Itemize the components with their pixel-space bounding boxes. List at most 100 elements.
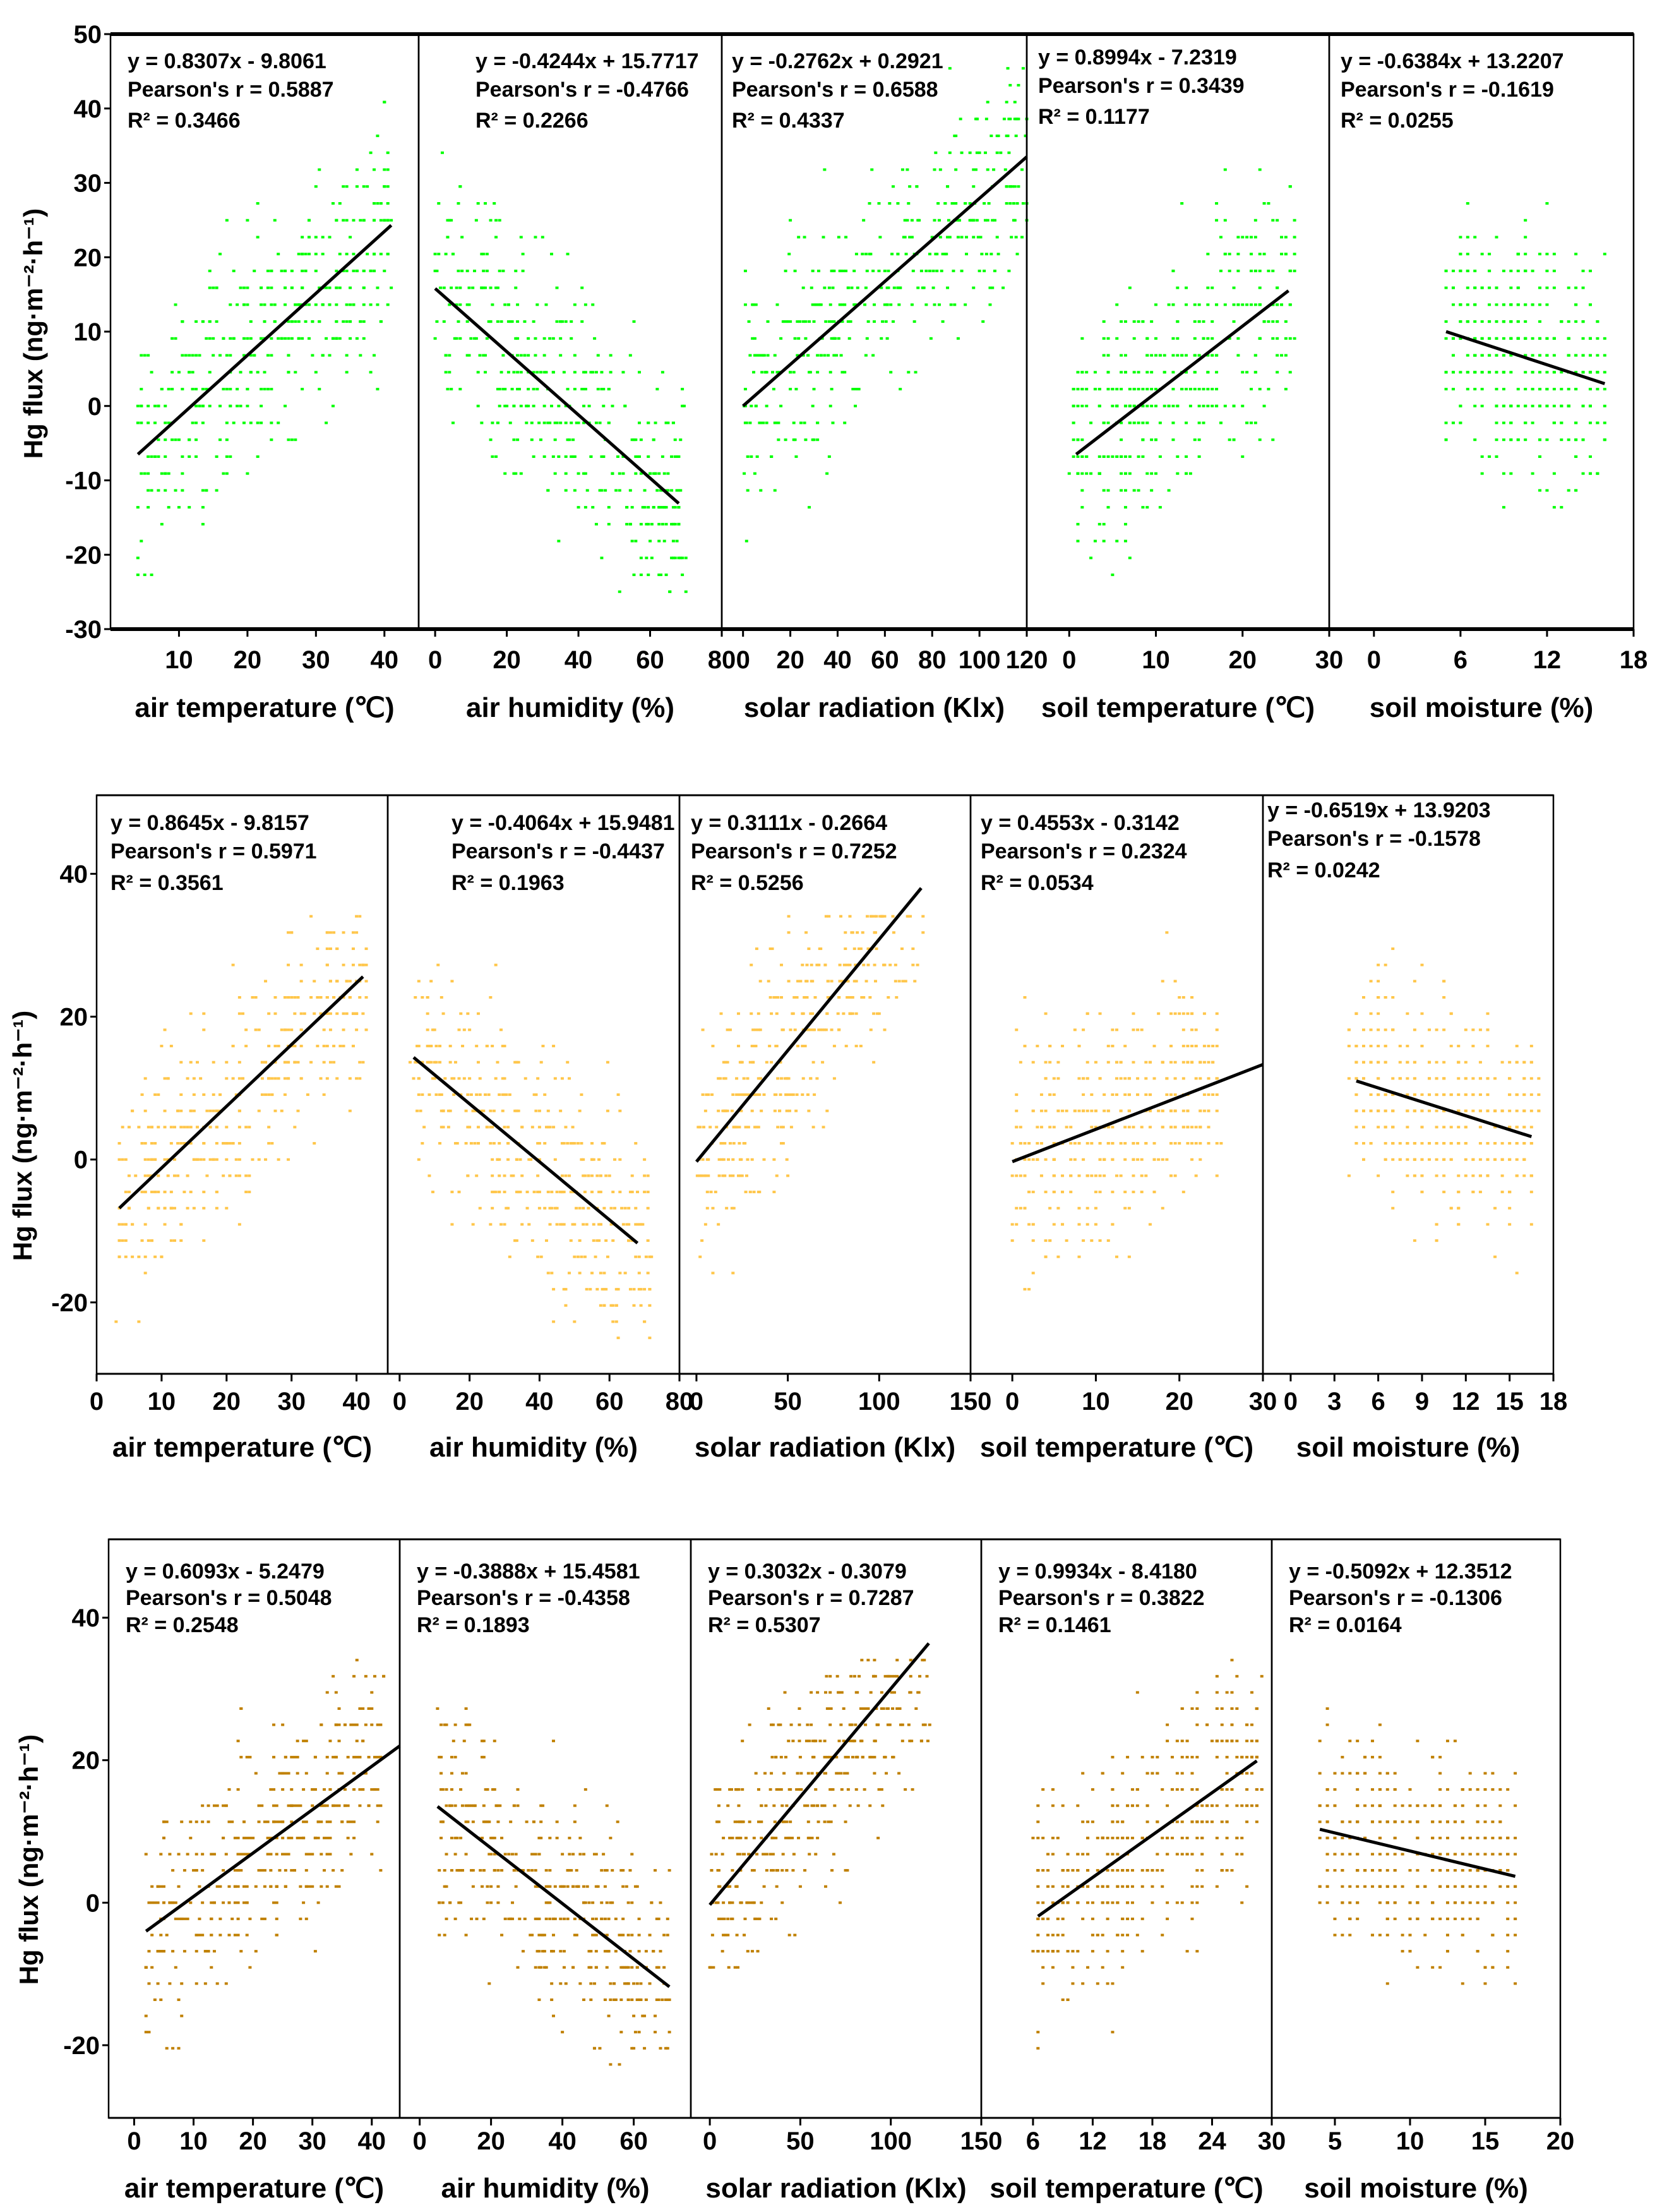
data-point bbox=[1017, 84, 1020, 87]
regression-line bbox=[697, 888, 921, 1162]
data-point bbox=[479, 1207, 482, 1210]
data-point bbox=[1224, 169, 1227, 171]
data-point bbox=[606, 1256, 609, 1258]
data-point bbox=[520, 236, 523, 238]
data-point bbox=[150, 1126, 153, 1128]
data-point bbox=[652, 438, 655, 441]
data-point bbox=[743, 1142, 746, 1145]
data-point bbox=[1107, 1239, 1110, 1242]
data-point bbox=[1524, 438, 1527, 441]
data-point bbox=[1522, 1093, 1526, 1096]
data-point bbox=[236, 303, 239, 306]
data-point bbox=[1020, 236, 1024, 238]
data-point bbox=[1123, 1158, 1127, 1161]
data-point bbox=[892, 931, 895, 934]
data-point bbox=[1120, 1142, 1123, 1145]
data-point bbox=[335, 320, 338, 323]
data-point bbox=[1098, 523, 1101, 526]
data-point bbox=[1391, 1191, 1394, 1193]
data-point bbox=[1370, 1093, 1373, 1096]
data-point bbox=[205, 337, 208, 340]
data-point bbox=[263, 371, 266, 373]
data-point bbox=[704, 1223, 707, 1225]
data-point bbox=[494, 236, 498, 238]
data-point bbox=[1553, 371, 1556, 373]
data-point bbox=[1603, 371, 1606, 373]
data-point bbox=[332, 1045, 335, 1047]
data-point bbox=[1377, 1093, 1380, 1096]
data-point bbox=[561, 1191, 564, 1193]
data-point bbox=[844, 931, 847, 934]
data-point bbox=[338, 1772, 341, 1774]
data-point bbox=[167, 1077, 170, 1079]
data-point bbox=[370, 1691, 373, 1693]
data-point bbox=[614, 1918, 618, 1920]
data-point bbox=[238, 1158, 241, 1161]
data-point bbox=[1186, 1142, 1189, 1145]
data-point bbox=[484, 371, 487, 373]
data-point bbox=[1044, 1239, 1048, 1242]
y-axis-label: Hg flux (ng·m⁻²·h⁻¹) bbox=[14, 1734, 44, 1985]
data-point bbox=[554, 438, 557, 441]
data-point bbox=[275, 1918, 278, 1920]
data-point bbox=[983, 270, 986, 272]
data-point bbox=[767, 980, 770, 982]
data-point bbox=[714, 1191, 717, 1193]
data-point bbox=[904, 980, 907, 982]
data-point bbox=[760, 1110, 763, 1112]
x-tick-label: 20 bbox=[213, 1388, 241, 1416]
data-point bbox=[164, 1223, 167, 1225]
data-point bbox=[244, 1028, 248, 1031]
data-point bbox=[1103, 421, 1106, 424]
data-point bbox=[281, 1853, 284, 1855]
data-point bbox=[508, 1256, 511, 1258]
data-point bbox=[326, 1045, 329, 1047]
data-point bbox=[650, 556, 654, 559]
data-point bbox=[561, 1174, 564, 1177]
data-point bbox=[355, 931, 358, 934]
data-point bbox=[248, 1966, 251, 1969]
data-point bbox=[953, 135, 956, 137]
data-point bbox=[710, 1191, 713, 1193]
data-point bbox=[643, 1191, 646, 1193]
data-point bbox=[543, 405, 546, 407]
data-point bbox=[170, 1191, 173, 1193]
data-point bbox=[179, 1126, 182, 1128]
data-point bbox=[873, 915, 876, 918]
data-point bbox=[1516, 1061, 1519, 1064]
data-point bbox=[270, 438, 273, 441]
data-point bbox=[1211, 354, 1214, 357]
data-point bbox=[512, 472, 515, 475]
data-point bbox=[732, 1142, 736, 1145]
data-point bbox=[146, 506, 150, 508]
data-point bbox=[1589, 270, 1592, 272]
data-point bbox=[342, 1013, 345, 1015]
data-point bbox=[731, 1271, 734, 1274]
data-point bbox=[509, 320, 512, 323]
data-point bbox=[1413, 1061, 1416, 1064]
x-tick-label: 12 bbox=[1533, 646, 1562, 674]
data-point bbox=[498, 1191, 501, 1193]
data-point bbox=[833, 1045, 836, 1047]
data-point bbox=[225, 1207, 228, 1210]
data-point bbox=[872, 1013, 875, 1015]
data-point bbox=[1180, 388, 1183, 390]
data-point bbox=[1019, 1174, 1022, 1177]
data-point bbox=[1276, 337, 1279, 340]
data-point bbox=[1086, 1077, 1089, 1079]
data-point bbox=[170, 1126, 173, 1128]
data-point bbox=[745, 540, 748, 543]
data-point bbox=[160, 472, 164, 475]
data-point bbox=[272, 1724, 275, 1726]
data-point bbox=[153, 1142, 157, 1145]
data-point bbox=[758, 354, 761, 357]
data-point bbox=[563, 371, 566, 373]
data-point bbox=[1284, 320, 1288, 323]
data-point bbox=[743, 1077, 746, 1079]
data-point bbox=[623, 405, 626, 407]
data-point bbox=[215, 489, 218, 491]
data-point bbox=[1011, 1239, 1014, 1242]
data-point bbox=[314, 185, 318, 188]
data-point bbox=[435, 1045, 438, 1047]
data-point bbox=[1473, 320, 1476, 323]
